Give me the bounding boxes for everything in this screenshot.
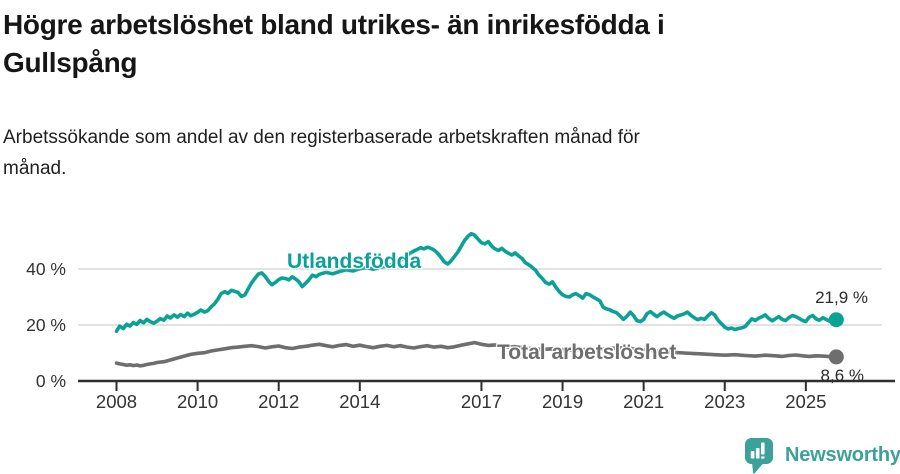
series-end-dot-1 [828, 349, 844, 365]
page-title-line2: Gullspång [3, 47, 138, 78]
newsworthy-logo-text: Newsworthy [785, 444, 900, 466]
gridlines-group: 0 % 20 % 40 % [26, 259, 895, 391]
x-tick-label: 2019 [542, 391, 583, 412]
end-value-label-utlandsfodda: 21,9 % [815, 288, 868, 307]
end-value-label-total: 8,6 % [820, 366, 864, 385]
newsworthy-logo-icon [745, 438, 773, 474]
page-title-line1: Högre arbetslöshet bland utrikes- än inr… [3, 9, 665, 40]
y-tick-label: 0 % [36, 371, 66, 391]
x-tick-label: 2017 [461, 391, 502, 412]
x-tick-label: 2023 [704, 391, 745, 412]
y-tick-label: 40 % [26, 259, 66, 279]
series-label-utlandsfodda: Utlandsfödda [287, 250, 422, 273]
page-title: Högre arbetslöshet bland utrikes- än inr… [3, 6, 873, 82]
series-label-total-arbetsloshet: Total arbetslöshet [497, 341, 677, 364]
x-tick-label: 2008 [96, 391, 137, 412]
x-tick-label: 2021 [623, 391, 664, 412]
series-group [114, 231, 844, 368]
x-tick-label: 2014 [339, 391, 380, 412]
series-line-1 [114, 340, 839, 368]
chart-subtitle-line2: månad. [3, 158, 67, 179]
x-tick-label: 2010 [177, 391, 218, 412]
x-tick-label: 2025 [785, 391, 826, 412]
chart-subtitle: Arbetssökande som andel av den registerb… [3, 122, 863, 184]
y-tick-label: 20 % [26, 315, 66, 335]
x-tick-label: 2012 [258, 391, 299, 412]
axis-group: 2008 2010 2012 2014 2017 2019 2021 2023 2025 [96, 381, 826, 412]
series-end-dot-0 [828, 312, 844, 328]
series-line-0 [114, 231, 839, 334]
chart-subtitle-line1: Arbetssökande som andel av den registerb… [3, 127, 640, 148]
newsworthy-logo[interactable]: Newsworthy [744, 437, 900, 474]
